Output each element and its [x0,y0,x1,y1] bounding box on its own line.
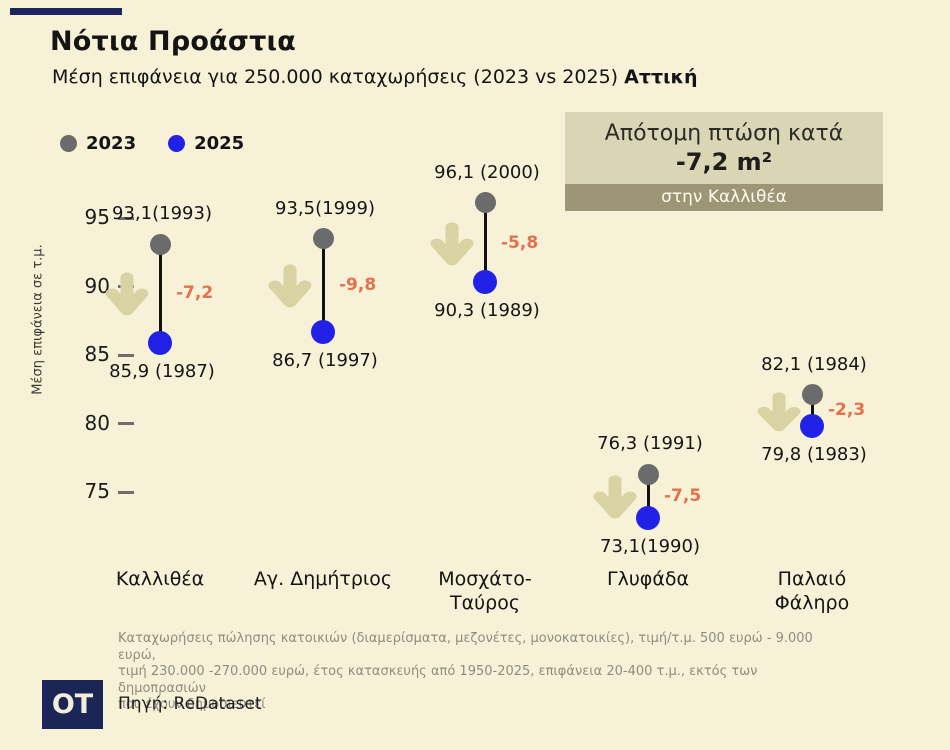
change-label: -9,8 [339,275,377,296]
value-label-2023: 93,5(1999) [275,197,375,219]
dot-2025 [636,506,660,531]
category-label: Γλυφάδα [606,568,690,590]
y-tick-mark [118,216,134,220]
dot-2023 [801,384,823,406]
decline-arrow-icon [267,264,313,310]
legend-item-2023: 2023 [60,133,136,154]
value-label-2023: 96,1 (2000) [434,161,540,183]
legend-item-2025: 2025 [168,133,244,154]
dumbbell-line [158,244,162,343]
y-tick-label: 75 [84,479,110,503]
decline-arrow-icon [756,392,802,434]
value-label-2023: 93,1(1993) [112,203,212,225]
footnote: Καταχωρήσεις πώλησης κατοικιών (διαμερίσ… [118,631,838,714]
y-tick-label: 80 [84,410,110,435]
y-tick-mark [118,353,134,357]
value-label-2025: 90,3 (1989) [434,300,540,322]
decline-arrow-icon [429,222,475,268]
value-label-2023: 82,1 (1984) [761,353,867,375]
decline-arrow-icon [592,475,638,521]
legend-dot-2023-icon [60,135,77,152]
y-tick-mark [118,422,134,425]
dumbbell-line [483,202,487,283]
change-label: -5,8 [501,232,539,253]
callout-location: στην Καλλιθέα [565,184,883,211]
decline-arrow-icon [104,272,150,318]
footnote-line: Καταχωρήσεις πώλησης κατοικιών (διαμερίσ… [118,631,813,663]
change-label: -7,2 [176,283,214,304]
dumbbell-line [810,394,814,427]
value-label-2025: 86,7 (1997) [272,349,378,371]
y-axis-title: Μέση επιφάνεια σε τ.μ. [30,244,46,395]
legend-dot-2025-icon [168,135,186,152]
source-text: Πηγή: ReDataset [118,694,262,714]
callout-headline: Απότομη πτώση κατά [604,121,844,146]
change-label: -2,3 [828,400,866,421]
callout-box: Απότομη πτώση κατά -7,2 m² στην Καλλιθέα [565,112,883,211]
ot-logo: OT [42,680,103,729]
footnote-line: τιμή 230.000 -270.000 ευρώ, έτος κατασκε… [118,664,758,696]
ot-logo-text: OT [51,689,94,720]
subtitle-text: Μέση επιφάνεια για 250.000 καταχωρήσεις … [52,66,625,88]
dot-2025 [473,270,497,295]
category-label: Μοσχάτο- Ταύρος [438,568,532,614]
page-title: Νότια Προάστια [50,26,296,57]
y-tick-label: 95 [84,205,110,229]
category-label: Παλαιό Φάληρο [774,568,850,614]
dot-2023 [474,192,496,214]
value-label-2025: 73,1(1990) [600,536,700,558]
dot-2023 [312,228,334,250]
dot-2023 [637,463,659,485]
top-accent-bar [10,8,122,15]
value-label-2025: 85,9 (1987) [109,360,215,382]
y-tick-mark [118,490,134,494]
subtitle-region: Αττική [624,66,698,88]
dumbbell-line [646,474,650,519]
page-subtitle: Μέση επιφάνεια για 250.000 καταχωρήσεις … [52,66,698,88]
callout-value: -7,2 m² [675,148,773,176]
footnote-line: που έχουν δημοσιευτεί [118,697,266,712]
legend-label-2023: 2023 [86,133,137,154]
category-label: Αγ. Δημήτριος [253,568,393,590]
y-tick-label: 85 [84,342,110,366]
dot-2025 [800,414,824,439]
dot-2023 [149,233,171,255]
legend-label-2025: 2025 [194,133,245,154]
chart-legend: 2023 2025 [60,133,244,154]
dot-2025 [311,319,335,344]
change-label: -7,5 [664,486,702,507]
value-label-2023: 76,3 (1991) [597,433,703,455]
dumbbell-line [321,238,325,332]
dot-2025 [148,330,172,355]
value-label-2025: 79,8 (1983) [761,444,867,466]
category-label: Καλλιθέα [115,568,205,590]
